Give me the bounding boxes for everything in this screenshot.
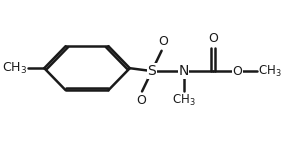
Text: O: O [136,94,146,107]
Text: N: N [178,64,189,78]
Text: O: O [208,32,218,45]
Text: CH$_3$: CH$_3$ [258,63,282,79]
Text: CH$_3$: CH$_3$ [172,93,195,108]
Text: O: O [233,65,242,78]
Text: CH$_3$: CH$_3$ [2,61,27,76]
Text: O: O [158,35,168,48]
Text: S: S [147,64,156,78]
